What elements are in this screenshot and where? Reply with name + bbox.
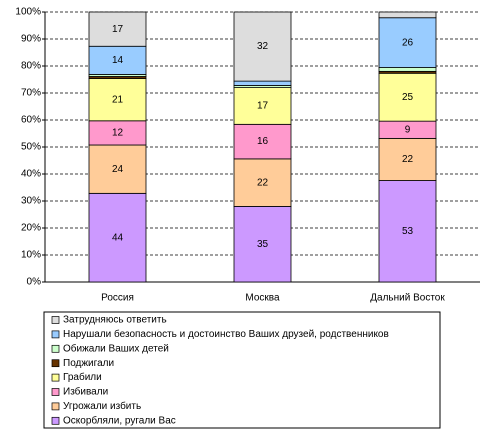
x-tick-label: Москва [245,293,280,304]
data-label: 21 [112,94,124,105]
bar-segment [233,158,292,207]
legend-label: Избивали [63,386,108,398]
data-label: 22 [402,154,414,165]
bar-segment [378,17,437,68]
legend-label: Поджигали [63,358,114,369]
y-tick-label: 90% [21,34,41,45]
data-label: 22 [257,177,269,188]
data-label: 32 [257,41,269,52]
legend-label: Нарушали безопасность и достоинство Ваши… [63,328,389,340]
bar-segment [88,45,147,75]
bar-segment [233,123,292,160]
bar-segment [233,11,292,82]
bar-segment [233,80,292,86]
data-label: 26 [402,37,414,48]
bar-segment [378,137,437,181]
legend-label: Затрудняюсь ответить [63,315,167,326]
y-tick-label: 80% [21,61,41,72]
data-label: 12 [112,128,124,139]
legend-label: Грабили [63,371,102,383]
legend-label: Угрожали избить [63,400,141,412]
bar-segment [88,144,147,194]
legend-swatch [51,388,60,396]
data-label: 24 [112,164,124,175]
y-tick-label: 60% [21,115,41,126]
legend-swatch [51,330,60,339]
y-tick-label: 50% [21,142,41,153]
y-tick-label: 40% [21,169,41,180]
legend-swatch [51,344,60,353]
y-tick-label: 20% [21,223,41,234]
y-tick-label: 100% [15,7,41,18]
data-label: 16 [257,136,269,147]
data-label: 35 [257,239,269,250]
y-tick-label: 30% [21,196,41,207]
legend-label: Обижали Ваших детей [63,342,169,354]
y-tick-label: 10% [21,250,41,261]
data-label: 17 [112,24,124,35]
legend-swatch [51,416,60,425]
legend-swatch [51,373,60,382]
bar-segment [378,11,437,19]
data-label: 53 [402,226,414,237]
bar-segment [233,205,292,283]
legend-label: Оскорбляли, ругали Вас [63,414,176,426]
bar-segment [378,72,437,122]
legend-swatch [51,402,60,411]
data-label: 25 [402,92,414,103]
y-tick-label: 0% [27,277,42,288]
legend-box [43,311,441,429]
y-tick-label: 70% [21,88,41,99]
bar-segment [378,180,437,283]
bar-segment [378,67,437,72]
data-label: 17 [257,101,269,112]
data-label: 9 [405,124,411,135]
data-label: 14 [112,55,124,66]
legend-swatch [51,359,60,368]
bar-segment [88,11,147,47]
legend-swatch [51,316,60,324]
x-tick-label: Дальний Восток [370,293,445,304]
x-tick-label: Россия [101,293,134,304]
data-label: 44 [112,232,124,243]
bar-segment [88,192,147,283]
